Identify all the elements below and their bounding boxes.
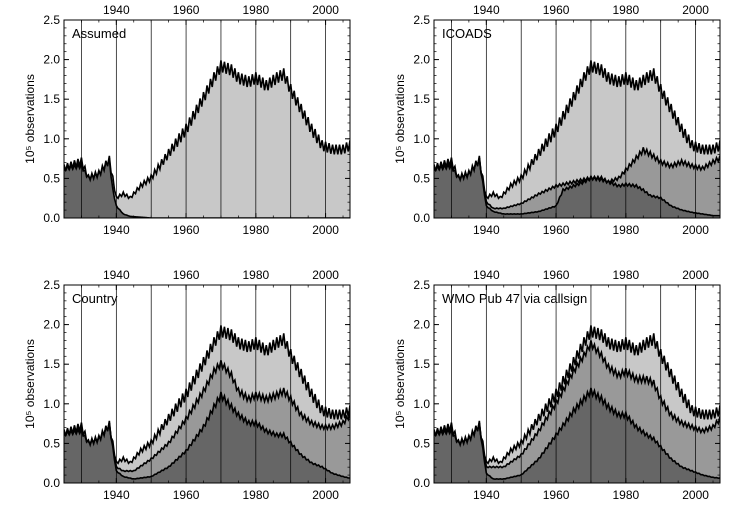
x-tick-label-top: 2000 [312,3,339,17]
plot-frame [433,19,721,219]
y-tick-label: 2.0 [43,53,60,67]
x-tick-label: 1940 [473,223,500,237]
y-axis-label: 10⁵ observations [23,339,37,429]
series-line-2 [64,157,350,218]
y-tick-label: 2.5 [413,278,430,292]
x-tick-label-top: 1980 [612,3,639,17]
y-tick-label: 1.5 [43,357,60,371]
panel-title: WMO Pub 47 via callsign [442,291,587,306]
x-tick-label-top: 1940 [103,3,130,17]
y-tick-label: 1.0 [413,397,430,411]
series-area-3 [434,387,720,483]
x-tick-label-top: 2000 [312,268,339,282]
plot-area [434,60,720,218]
x-tick-label-top: 1980 [242,268,269,282]
plot-area [434,325,720,483]
x-tick-label: 1940 [103,223,130,237]
y-tick-label: 1.5 [413,92,430,106]
y-tick-label: 2.5 [43,13,60,27]
panel-4: 0.0 0.5 1.0 1.5 2.0 2.5 1940 1940 1960 1960 1980 19… [393,268,721,502]
x-tick-label: 1940 [473,488,500,502]
x-tick-label: 1980 [612,223,639,237]
x-tick-label: 2000 [312,223,339,237]
x-tick-label: 1940 [103,488,130,502]
series-area-1 [64,60,350,218]
y-tick-label: 1.0 [43,397,60,411]
series-area-3 [434,158,720,218]
y-tick-label: 1.0 [43,132,60,146]
x-tick-label-top: 2000 [682,3,709,17]
y-tick-label: 0.5 [43,171,60,185]
x-tick-label: 1980 [242,223,269,237]
series-line-3 [434,157,720,217]
x-tick-label-top: 2000 [682,268,709,282]
y-tick-label: 2.0 [413,318,430,332]
y-tick-label: 0.5 [43,436,60,450]
x-tick-label-top: 1940 [103,268,130,282]
plot-frame [433,284,721,484]
x-tick-label-top: 1940 [473,268,500,282]
y-tick-label: 1.5 [413,357,430,371]
y-tick-label: 2.0 [413,53,430,67]
y-tick-label: 1.5 [43,92,60,106]
x-tick-label: 1960 [173,488,200,502]
x-tick-label: 1960 [173,223,200,237]
series-area-2 [64,158,350,218]
x-tick-label: 2000 [682,223,709,237]
series-line-3 [64,391,350,480]
y-axis-label: 10⁵ observations [23,74,37,164]
x-tick-label-top: 1940 [473,3,500,17]
series-area-3 [64,391,350,483]
y-tick-label: 0.0 [43,476,60,490]
plot-frame [63,19,351,219]
y-tick-label: 2.5 [413,13,430,27]
x-tick-label: 1980 [612,488,639,502]
y-tick-label: 0.5 [413,436,430,450]
x-tick-label-top: 1980 [242,3,269,17]
series-line-1 [64,60,350,200]
y-axis-label: 10⁵ observations [393,74,407,164]
y-tick-label: 2.5 [43,278,60,292]
x-tick-label-top: 1980 [612,268,639,282]
x-tick-label: 1960 [543,488,570,502]
x-tick-label-top: 1960 [543,268,570,282]
panel-3: 0.0 0.5 1.0 1.5 2.0 2.5 1940 1940 1960 1960 1980 19… [23,268,351,502]
y-axis-label: 10⁵ observations [393,339,407,429]
y-tick-label: 0.0 [43,211,60,225]
plot-frame [63,284,351,484]
y-tick-label: 1.0 [413,132,430,146]
x-tick-label: 1980 [242,488,269,502]
y-tick-label: 0.0 [413,476,430,490]
x-tick-label-top: 1960 [543,3,570,17]
panel-title: ICOADS [442,26,492,41]
x-tick-label: 1960 [543,223,570,237]
y-tick-label: 0.0 [413,211,430,225]
panel-2: 0.0 0.5 1.0 1.5 2.0 2.5 1940 1940 1960 1960 1980 19… [393,3,721,237]
x-tick-label-top: 1960 [173,268,200,282]
panel-title: Country [72,291,118,306]
plot-area [64,60,350,218]
panel-title: Assumed [72,26,126,41]
series-line-3 [434,387,720,480]
y-tick-label: 0.5 [413,171,430,185]
y-tick-label: 2.0 [43,318,60,332]
x-tick-label: 2000 [312,488,339,502]
panel-1: 0.0 0.5 1.0 1.5 2.0 2.5 1940 1940 1960 1960 1980 19… [23,3,351,237]
plot-area [64,325,350,483]
x-tick-label: 2000 [682,488,709,502]
x-tick-label-top: 1960 [173,3,200,17]
